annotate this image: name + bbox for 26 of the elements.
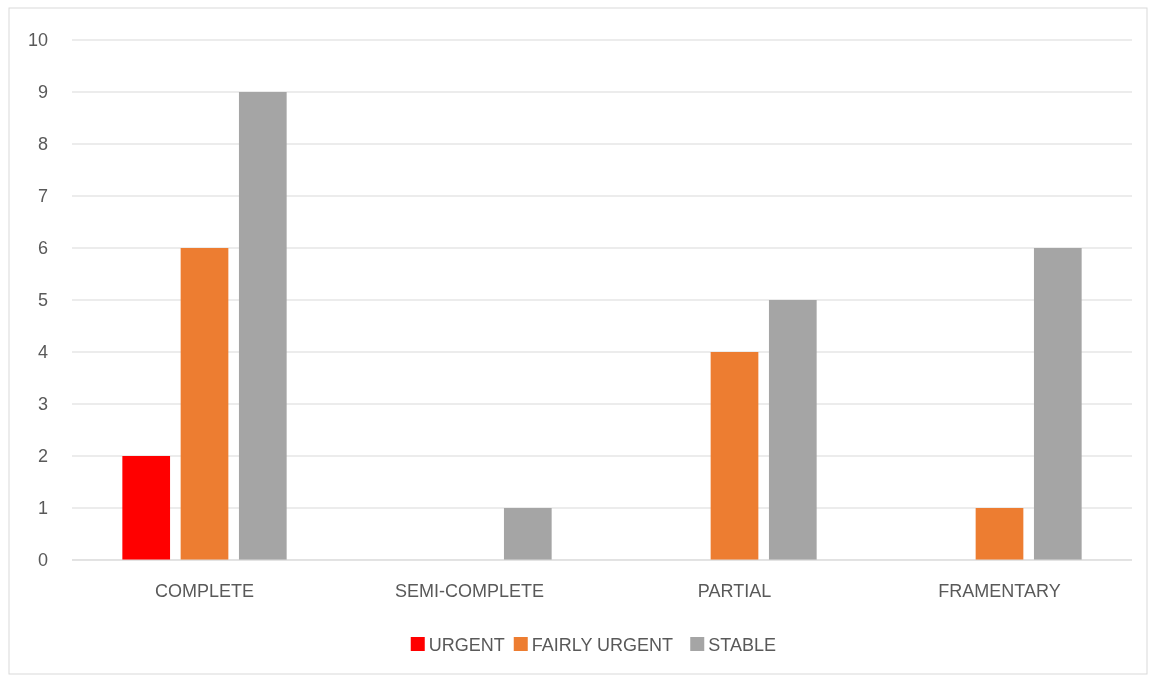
x-tick-label: COMPLETE <box>154 581 255 601</box>
bar <box>122 456 171 560</box>
x-tick-label: FRAMENTARY <box>938 581 1061 601</box>
y-tick-label: 2 <box>37 446 48 467</box>
bar <box>975 508 1024 560</box>
y-tick-label: 5 <box>37 290 48 311</box>
bar <box>768 300 817 560</box>
legend-label: STABLE <box>708 635 776 656</box>
y-tick-label: 6 <box>37 238 48 259</box>
y-tick-label: 8 <box>37 134 48 155</box>
y-tick-label: 9 <box>37 82 48 103</box>
bar <box>238 92 287 560</box>
bar <box>503 508 552 560</box>
x-tick-label: PARTIAL <box>697 581 772 601</box>
bar <box>1033 248 1082 560</box>
y-tick-label: 1 <box>37 498 48 519</box>
bar <box>710 352 759 560</box>
bar <box>180 248 229 560</box>
legend-label: URGENT <box>428 635 505 656</box>
x-tick-label: SEMI-COMPLETE <box>394 581 545 601</box>
y-tick-label: 0 <box>37 550 48 571</box>
y-tick-label: 3 <box>37 394 48 415</box>
y-tick-label: 10 <box>27 30 48 51</box>
legend-label: FAIRLY URGENT <box>531 635 674 656</box>
y-tick-label: 7 <box>37 186 48 207</box>
y-tick-label: 4 <box>37 342 48 363</box>
